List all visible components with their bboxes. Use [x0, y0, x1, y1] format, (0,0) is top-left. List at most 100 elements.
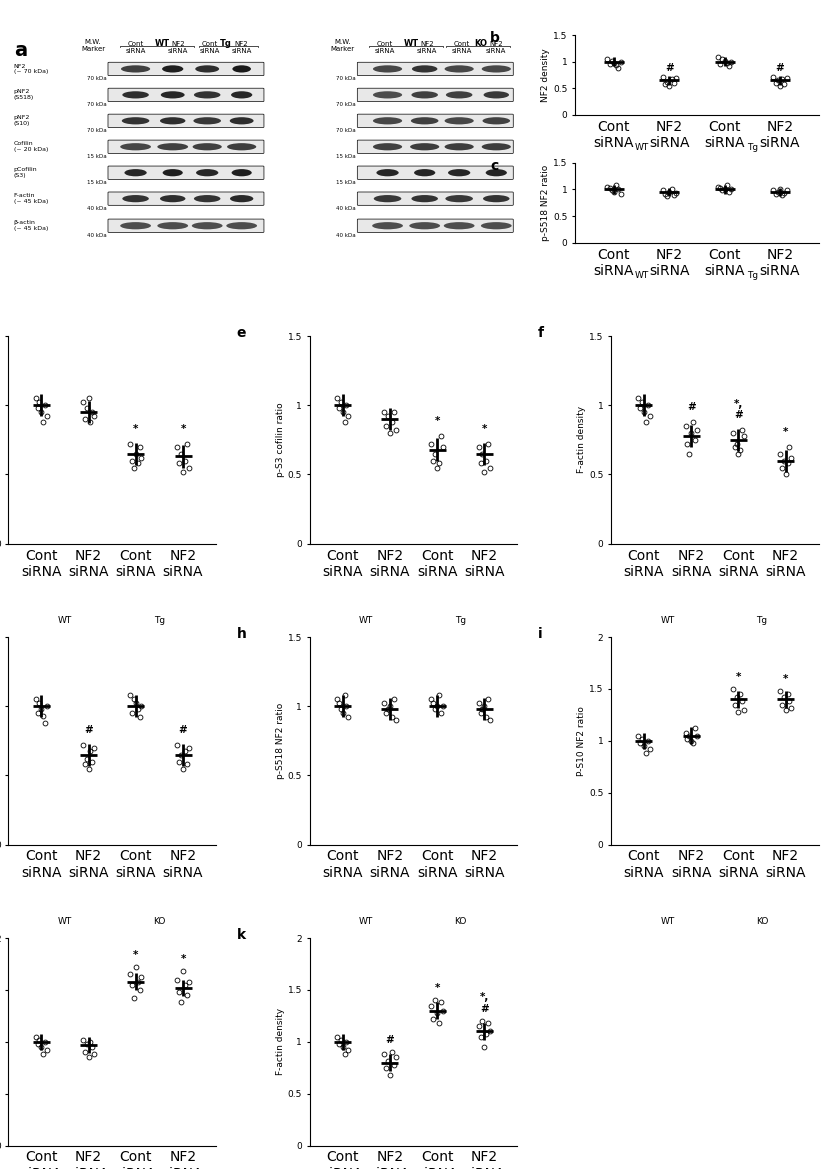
- Text: Tg: Tg: [154, 616, 165, 625]
- Text: 70 kDa: 70 kDa: [336, 76, 356, 82]
- Ellipse shape: [160, 91, 184, 98]
- Ellipse shape: [120, 143, 151, 151]
- Y-axis label: P-S10 NF2 ratio: P-S10 NF2 ratio: [577, 706, 586, 776]
- FancyBboxPatch shape: [357, 192, 514, 206]
- Text: *,
#: *, #: [734, 399, 743, 421]
- Text: 15 kDa: 15 kDa: [336, 154, 356, 159]
- Ellipse shape: [160, 117, 185, 124]
- Text: NF2
siRNA: NF2 siRNA: [232, 41, 252, 54]
- Text: Cont
siRNA: Cont siRNA: [199, 41, 220, 54]
- Ellipse shape: [160, 195, 185, 202]
- Text: k: k: [237, 928, 246, 942]
- Ellipse shape: [373, 91, 402, 98]
- Text: i: i: [538, 627, 543, 641]
- Ellipse shape: [231, 91, 252, 98]
- Ellipse shape: [485, 170, 507, 177]
- Ellipse shape: [445, 65, 474, 72]
- Text: Cont
siRNA: Cont siRNA: [452, 41, 472, 54]
- Ellipse shape: [192, 222, 222, 229]
- Ellipse shape: [373, 65, 402, 72]
- Text: pNF2
(S10): pNF2 (S10): [13, 116, 30, 126]
- FancyBboxPatch shape: [357, 62, 514, 76]
- Ellipse shape: [232, 65, 251, 72]
- Text: NF2
siRNA: NF2 siRNA: [417, 41, 437, 54]
- Text: 70 kDa: 70 kDa: [87, 76, 107, 82]
- Text: WT: WT: [359, 918, 374, 926]
- Text: WT: WT: [58, 918, 72, 926]
- Text: KO: KO: [455, 918, 467, 926]
- Ellipse shape: [410, 143, 439, 151]
- Ellipse shape: [227, 222, 257, 229]
- Ellipse shape: [481, 143, 511, 151]
- Ellipse shape: [163, 170, 183, 177]
- Ellipse shape: [162, 65, 184, 72]
- Text: Cofilin
(~ 20 kDa): Cofilin (~ 20 kDa): [13, 141, 48, 152]
- Text: 70 kDa: 70 kDa: [336, 129, 356, 133]
- Text: NF2
(~ 70 kDa): NF2 (~ 70 kDa): [13, 63, 48, 75]
- Ellipse shape: [121, 65, 151, 72]
- Text: #: #: [385, 1035, 394, 1045]
- Text: Tg: Tg: [747, 270, 758, 279]
- Text: pNF2
(S518): pNF2 (S518): [13, 90, 34, 101]
- Ellipse shape: [376, 170, 399, 177]
- Ellipse shape: [482, 117, 510, 124]
- Ellipse shape: [122, 195, 149, 202]
- Ellipse shape: [444, 222, 475, 229]
- Ellipse shape: [373, 117, 402, 124]
- Ellipse shape: [372, 222, 403, 229]
- FancyBboxPatch shape: [357, 219, 514, 233]
- Ellipse shape: [230, 195, 253, 202]
- Text: WT: WT: [359, 616, 374, 625]
- Ellipse shape: [373, 143, 402, 151]
- Ellipse shape: [411, 195, 438, 202]
- Text: *: *: [434, 983, 440, 992]
- FancyBboxPatch shape: [357, 88, 514, 102]
- FancyBboxPatch shape: [108, 219, 264, 233]
- Text: e: e: [237, 326, 246, 340]
- Text: 40 kDa: 40 kDa: [87, 233, 107, 238]
- Text: WT: WT: [404, 40, 419, 48]
- Text: WT: WT: [661, 616, 675, 625]
- Ellipse shape: [446, 91, 472, 98]
- Y-axis label: F-actin density: F-actin density: [577, 407, 586, 473]
- Text: 15 kDa: 15 kDa: [87, 180, 107, 185]
- FancyBboxPatch shape: [357, 115, 514, 127]
- Ellipse shape: [445, 143, 474, 151]
- Text: Cont
siRNA: Cont siRNA: [375, 41, 395, 54]
- Ellipse shape: [484, 91, 509, 98]
- Text: WT: WT: [58, 616, 72, 625]
- Text: NF2
siRNA: NF2 siRNA: [168, 41, 189, 54]
- Ellipse shape: [412, 65, 437, 72]
- Text: *: *: [434, 416, 440, 426]
- Text: *: *: [133, 424, 138, 435]
- Ellipse shape: [194, 195, 221, 202]
- Ellipse shape: [120, 222, 151, 229]
- Text: #: #: [179, 725, 188, 735]
- Text: WT: WT: [661, 918, 675, 926]
- Text: #: #: [776, 63, 784, 72]
- Text: h: h: [237, 627, 246, 641]
- Text: #: #: [84, 725, 93, 735]
- FancyBboxPatch shape: [108, 62, 264, 76]
- Text: KO: KO: [153, 918, 165, 926]
- Text: 15 kDa: 15 kDa: [336, 180, 356, 185]
- FancyBboxPatch shape: [357, 166, 514, 179]
- Ellipse shape: [481, 65, 511, 72]
- Ellipse shape: [374, 195, 401, 202]
- Ellipse shape: [194, 117, 221, 124]
- Text: pCofilin
(S3): pCofilin (S3): [13, 167, 37, 178]
- Text: *: *: [481, 424, 487, 435]
- Ellipse shape: [409, 222, 440, 229]
- Ellipse shape: [411, 91, 438, 98]
- Text: 70 kDa: 70 kDa: [87, 129, 107, 133]
- Text: Tg: Tg: [220, 40, 232, 48]
- Text: β-actin
(~ 45 kDa): β-actin (~ 45 kDa): [13, 220, 48, 231]
- Text: #: #: [665, 63, 674, 72]
- Text: f: f: [538, 326, 544, 340]
- Text: 70 kDa: 70 kDa: [336, 102, 356, 108]
- Text: *: *: [783, 673, 788, 684]
- Text: *,
#: *, #: [480, 992, 489, 1014]
- Text: 40 kDa: 40 kDa: [336, 206, 356, 210]
- FancyBboxPatch shape: [357, 140, 514, 153]
- FancyBboxPatch shape: [108, 140, 264, 153]
